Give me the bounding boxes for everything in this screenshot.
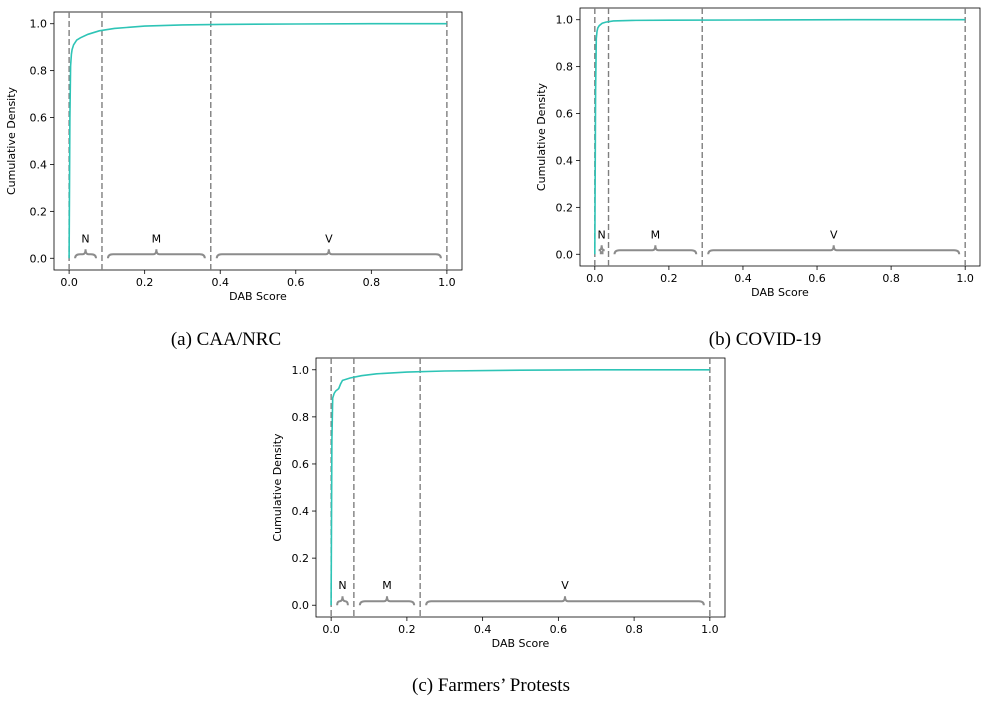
cdf-line bbox=[593, 18, 966, 255]
y-tick-label: 1.0 bbox=[292, 364, 310, 377]
axes-frame bbox=[315, 357, 726, 618]
region-label: N bbox=[81, 232, 89, 245]
x-tick-label: 1.0 bbox=[701, 623, 719, 636]
x-tick-label: 0.0 bbox=[322, 623, 340, 636]
y-tick-label: 0.8 bbox=[556, 61, 574, 74]
y-tick-label: 0.0 bbox=[30, 252, 48, 265]
caption-a: (a) CAA/NRC bbox=[171, 329, 281, 350]
region-brace bbox=[425, 596, 705, 606]
region-brace bbox=[106, 249, 206, 259]
y-tick-label: 0.2 bbox=[292, 552, 310, 565]
y-axis-title: Cumulative Density bbox=[5, 86, 18, 195]
y-axis-title: Cumulative Density bbox=[271, 433, 284, 542]
x-axis-title: DAB Score bbox=[492, 637, 550, 650]
y-tick-label: 1.0 bbox=[556, 14, 574, 27]
y-tick-label: 0.6 bbox=[292, 458, 310, 471]
panel-covid-19: 0.0 0.2 0.4 0.6 0.8 1.0 0.0 0.2 0.4 0.6 0.8 1.0 DAB … bbox=[535, 7, 981, 299]
x-tick-label: 1.0 bbox=[956, 272, 974, 285]
x-tick-label: 0.6 bbox=[808, 272, 826, 285]
y-tick-label: 0.8 bbox=[30, 65, 48, 78]
x-tick-label: 0.8 bbox=[625, 623, 643, 636]
region-label: M bbox=[152, 232, 162, 245]
y-tick-label: 0.4 bbox=[556, 154, 574, 167]
x-tick-label: 0.0 bbox=[586, 272, 604, 285]
x-tick-label: 0.2 bbox=[660, 272, 678, 285]
x-tick-label: 0.2 bbox=[136, 276, 154, 289]
region-label: M bbox=[382, 579, 392, 592]
region-brace bbox=[707, 245, 961, 255]
y-tick-label: 0.6 bbox=[556, 108, 574, 121]
region-label: N bbox=[598, 228, 606, 241]
region-brace bbox=[215, 249, 442, 259]
caption-b: (b) COVID-19 bbox=[709, 329, 821, 350]
y-tick-label: 0.2 bbox=[556, 201, 574, 214]
cdf-line bbox=[68, 22, 447, 259]
panel-caa-nrc: 0.0 0.2 0.4 0.6 0.8 1.0 0.0 0.2 0.4 0.6 0.8 1.0 DAB … bbox=[5, 11, 463, 303]
y-tick-label: 0.6 bbox=[30, 112, 48, 125]
y-tick-label: 0.2 bbox=[30, 205, 48, 218]
x-axis-title: DAB Score bbox=[229, 290, 287, 303]
region-brace bbox=[358, 596, 416, 606]
panel-farmers-protests: 0.0 0.2 0.4 0.6 0.8 1.0 0.0 0.2 0.4 0.6 0.8 1.0 DAB … bbox=[271, 357, 726, 650]
region-brace bbox=[74, 249, 97, 259]
cdf-line bbox=[330, 368, 710, 606]
caption-c: (c) Farmers’ Protests bbox=[412, 675, 570, 696]
y-axis-title: Cumulative Density bbox=[535, 82, 548, 191]
region-brace bbox=[598, 245, 605, 255]
y-tick-label: 0.0 bbox=[556, 248, 574, 261]
region-label: N bbox=[338, 579, 346, 592]
region-brace bbox=[336, 596, 349, 606]
y-tick-label: 0.4 bbox=[30, 158, 48, 171]
region-label: V bbox=[561, 579, 569, 592]
axes-frame bbox=[53, 11, 463, 271]
x-tick-label: 0.8 bbox=[882, 272, 900, 285]
y-tick-label: 0.8 bbox=[292, 411, 310, 424]
x-tick-label: 0.4 bbox=[474, 623, 492, 636]
x-tick-label: 0.6 bbox=[287, 276, 305, 289]
x-axis-title: DAB Score bbox=[751, 286, 809, 299]
x-tick-label: 1.0 bbox=[438, 276, 456, 289]
x-tick-label: 0.4 bbox=[734, 272, 752, 285]
region-label: V bbox=[325, 232, 333, 245]
y-tick-label: 0.0 bbox=[292, 599, 310, 612]
x-tick-label: 0.4 bbox=[211, 276, 229, 289]
y-tick-label: 1.0 bbox=[30, 18, 48, 31]
x-tick-label: 0.8 bbox=[363, 276, 381, 289]
x-tick-label: 0.6 bbox=[550, 623, 568, 636]
region-brace bbox=[613, 245, 698, 255]
x-tick-label: 0.0 bbox=[60, 276, 78, 289]
region-label: V bbox=[830, 228, 838, 241]
axes-frame bbox=[579, 7, 981, 267]
region-label: M bbox=[651, 228, 661, 241]
y-tick-label: 0.4 bbox=[292, 505, 310, 518]
x-tick-label: 0.2 bbox=[398, 623, 416, 636]
